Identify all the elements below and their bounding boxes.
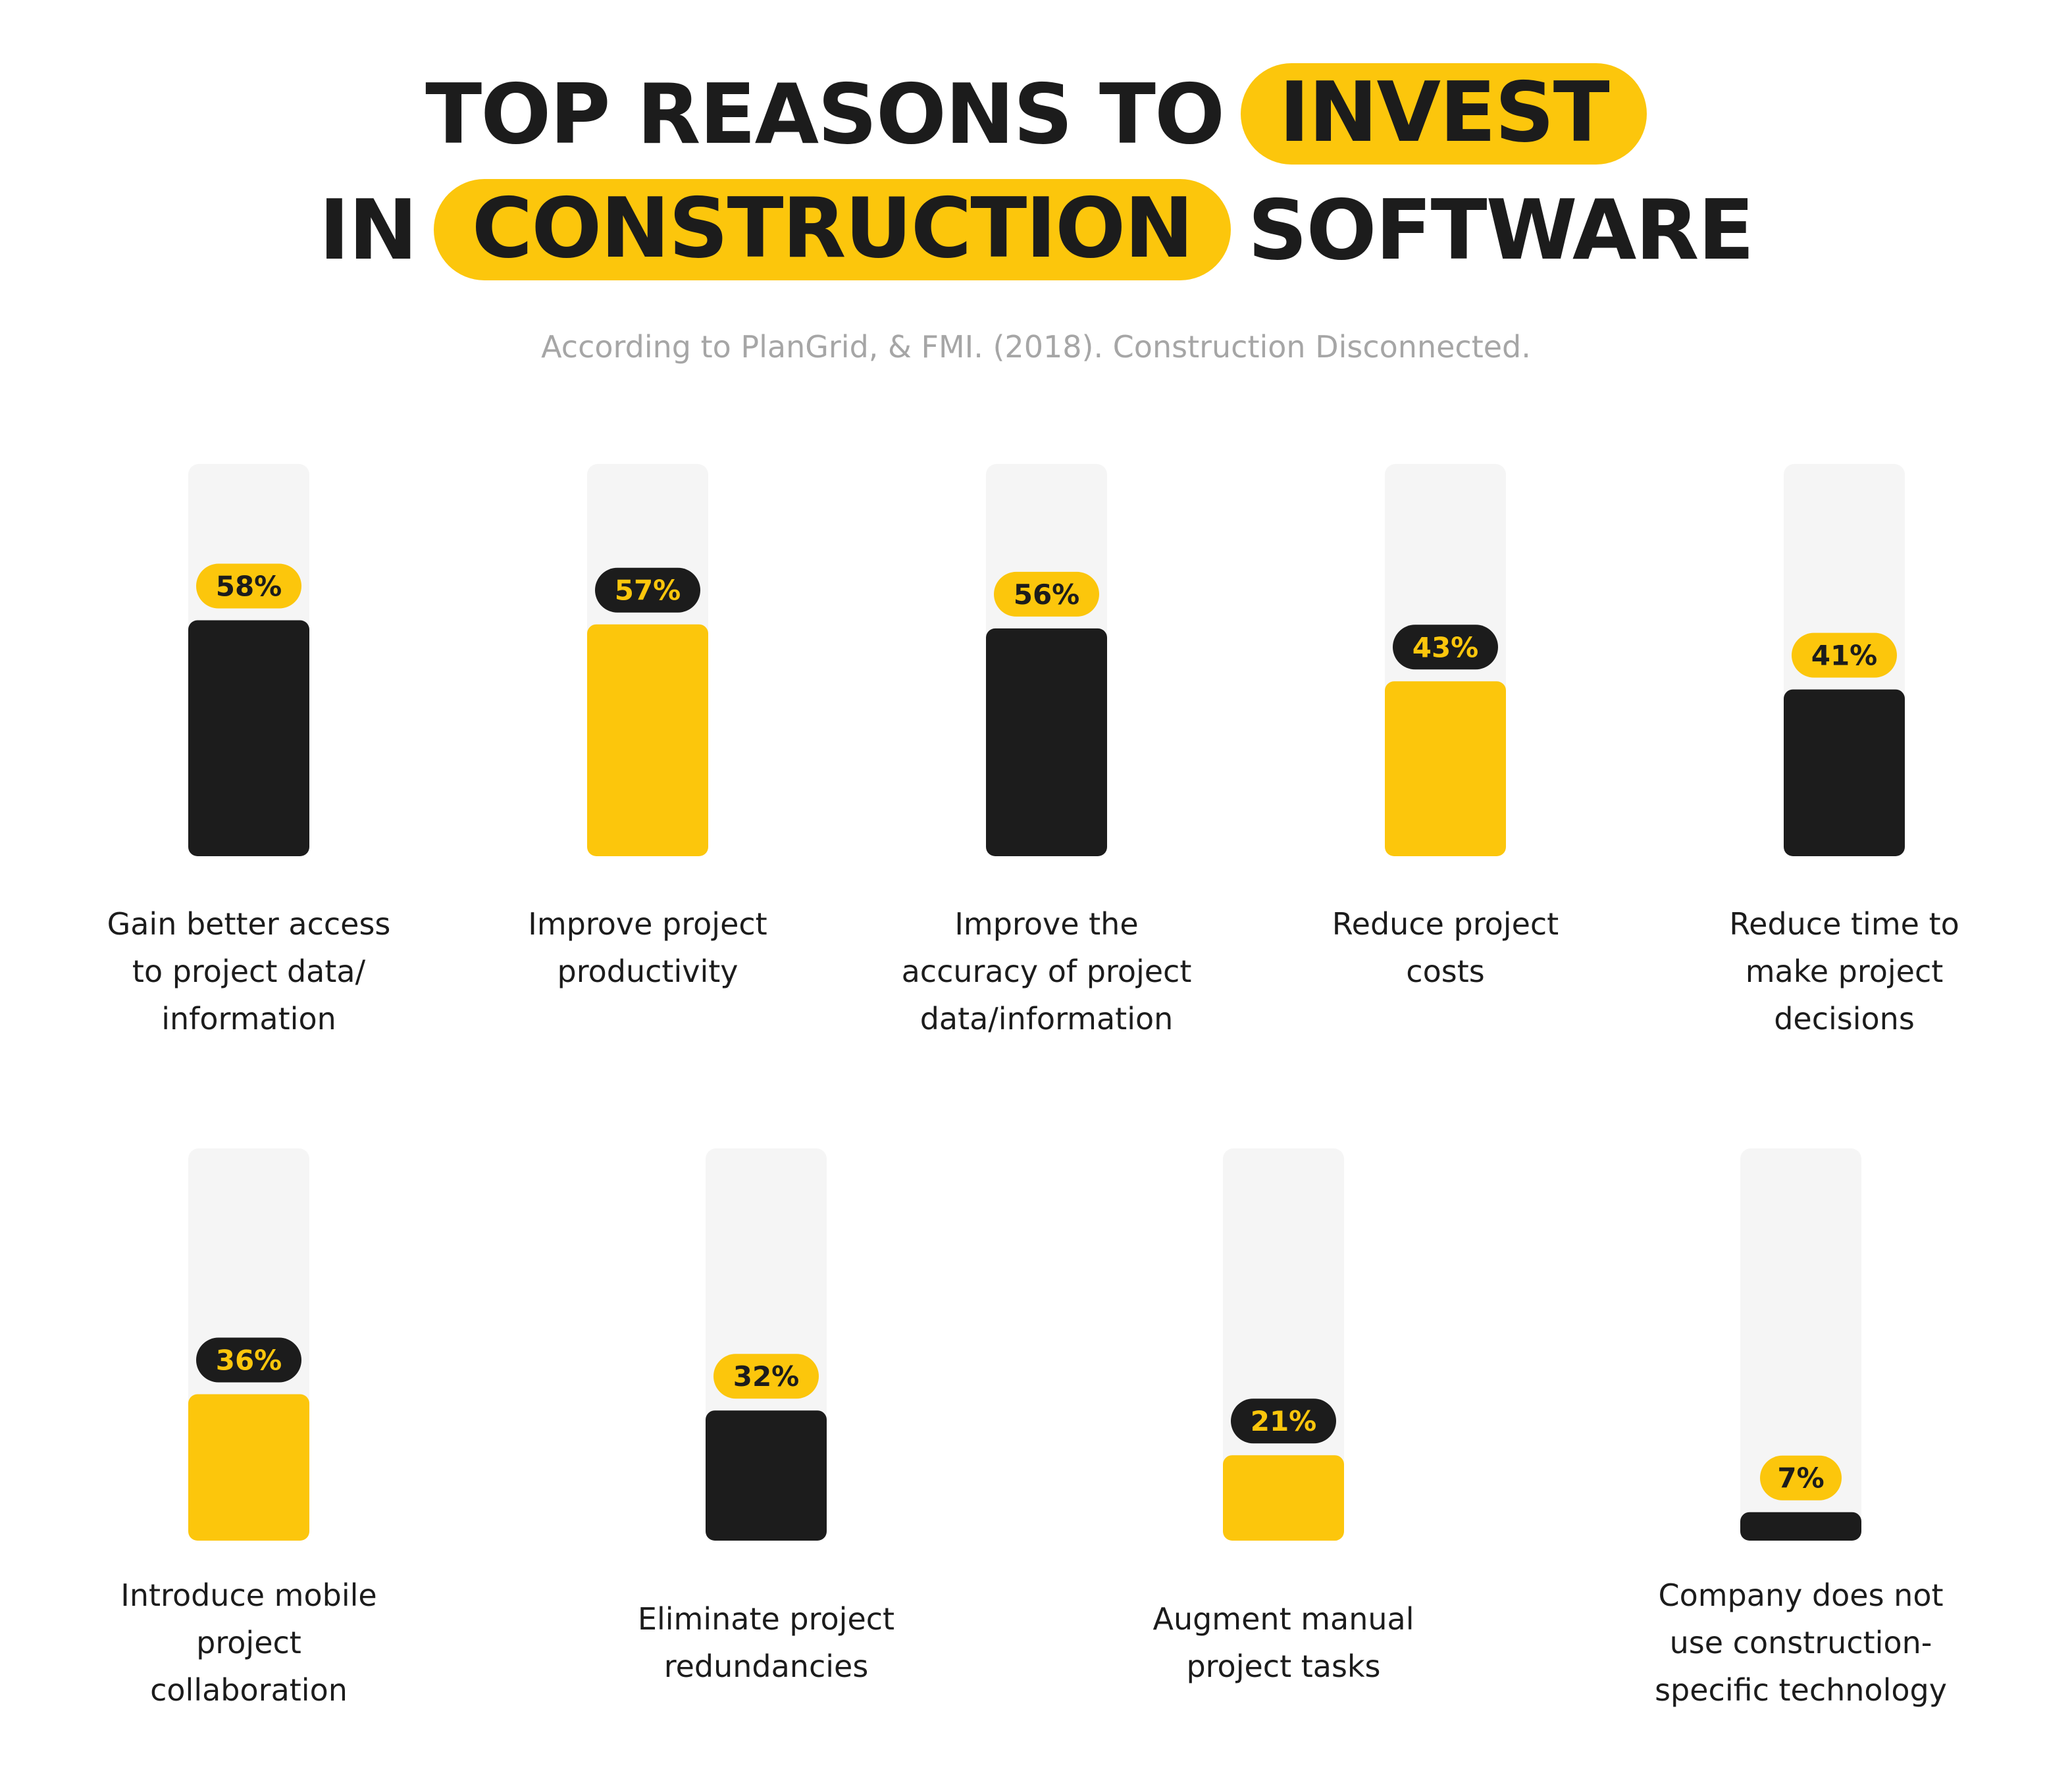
title-highlight-invest: INVEST — [1241, 63, 1647, 165]
bar-track — [1784, 464, 1905, 856]
value-label: 21% — [1251, 1405, 1317, 1437]
bar — [188, 1394, 309, 1541]
title-highlight-construction: CONSTRUCTION — [433, 179, 1231, 280]
value-pill — [1760, 1455, 1842, 1500]
bar-track — [1223, 1148, 1344, 1541]
value-label: 43% — [1412, 631, 1479, 663]
category-label-line: project tasks — [1186, 1649, 1380, 1684]
title-text-software: SOFTWARE — [1247, 181, 1755, 278]
chart-subtitle: According to PlanGrid, & FMI. (2018). Co… — [541, 329, 1531, 365]
category-label-line: project — [196, 1625, 301, 1660]
value-label: 32% — [733, 1360, 800, 1393]
bar-group: 43% Reduce project costs — [1332, 464, 1559, 989]
value-label: 41% — [1811, 640, 1878, 672]
category-label-line: Improve the — [954, 906, 1138, 942]
title-text-top-reasons: TOP REASONS TO — [425, 65, 1225, 163]
bar — [1740, 1512, 1861, 1541]
category-label-line: decisions — [1774, 1001, 1915, 1037]
bar-group: 58% Gain better access to project data/inf… — [107, 464, 391, 1037]
bar — [587, 624, 708, 856]
category-label-line: Gain better access — [107, 906, 391, 942]
category-label-line: Eliminate project — [638, 1601, 894, 1637]
value-pill — [713, 1354, 819, 1399]
category-label: Improve project productivity — [528, 906, 767, 989]
value-pill — [196, 1337, 301, 1383]
bar-track — [188, 464, 309, 856]
category-label: Eliminate project redundancies — [638, 1601, 894, 1684]
bar-group: 36% Introduce mobile project collaboration — [120, 1148, 377, 1708]
bar-track — [188, 1148, 309, 1541]
bar — [1385, 681, 1506, 856]
bar-track — [1740, 1148, 1861, 1541]
category-label-line: Introduce mobile — [120, 1577, 376, 1613]
bar — [1784, 689, 1905, 856]
bar-group: 56% Improve the accuracy of project data/in… — [902, 464, 1192, 1037]
value-pill — [1393, 625, 1498, 670]
category-label: Company does not use construction-specifi… — [1655, 1577, 1947, 1708]
bar-group: 7% Company does not use construction-speci… — [1655, 1148, 1947, 1708]
category-label: Introduce mobile project collaboration — [120, 1577, 376, 1708]
bar-track — [706, 1148, 827, 1541]
category-label-line: use construction- — [1670, 1625, 1932, 1660]
category-label-line: information — [161, 1001, 336, 1037]
value-pill — [1792, 632, 1897, 678]
bar — [706, 1410, 827, 1541]
value-pill — [595, 567, 700, 613]
category-label: Reduce time to make project decisions — [1729, 906, 1959, 1037]
category-label-line: Reduce project — [1332, 906, 1559, 942]
value-label: 36% — [216, 1345, 282, 1377]
value-pill — [1231, 1398, 1336, 1444]
bar-track — [1385, 464, 1506, 856]
category-label: Reduce project costs — [1332, 906, 1559, 989]
value-pill — [994, 571, 1099, 617]
category-label-line: Company does not — [1658, 1577, 1943, 1613]
category-label: Augment manual project tasks — [1153, 1601, 1414, 1684]
category-label-line: accuracy of project — [902, 954, 1192, 989]
category-label-line: productivity — [557, 954, 738, 989]
value-label: 7% — [1777, 1462, 1824, 1495]
category-label-line: Augment manual — [1153, 1601, 1414, 1637]
category-label: Improve the accuracy of project data/infor… — [902, 906, 1192, 1037]
value-label: 57% — [615, 575, 681, 607]
category-label-line: Reduce time to — [1729, 906, 1959, 942]
category-label-line: to project data/ — [132, 954, 366, 989]
bar — [986, 628, 1107, 856]
category-label-line: redundancies — [664, 1649, 869, 1684]
bar-track — [587, 464, 708, 856]
title-line-2: IN CONSTRUCTION SOFTWARE — [0, 176, 2072, 283]
category-label-line: make project — [1746, 954, 1944, 989]
value-label: 56% — [1014, 578, 1080, 611]
bar-group: 57% Improve project productivity — [528, 464, 767, 989]
bar-group: 21% Augment manual project tasks — [1153, 1148, 1414, 1684]
bar-group: 32% Eliminate project redundancies — [638, 1148, 894, 1684]
bar-group: 41% Reduce time to make project decisions — [1729, 464, 1959, 1037]
value-label: 58% — [216, 571, 282, 603]
category-label-line: Improve project — [528, 906, 767, 942]
value-pill — [196, 563, 301, 609]
category-label-line: data/information — [920, 1001, 1174, 1037]
title-text-in: IN — [319, 181, 417, 278]
category-label-line: collaboration — [150, 1672, 348, 1708]
category-label-line: specific technology — [1655, 1672, 1947, 1708]
bar-track — [986, 464, 1107, 856]
bar — [188, 620, 309, 856]
category-label-line: costs — [1406, 954, 1484, 989]
category-label: Gain better access to project data/inform… — [107, 906, 391, 1037]
title-line-1: TOP REASONS TO INVEST — [0, 61, 2072, 167]
bar — [1223, 1455, 1344, 1541]
